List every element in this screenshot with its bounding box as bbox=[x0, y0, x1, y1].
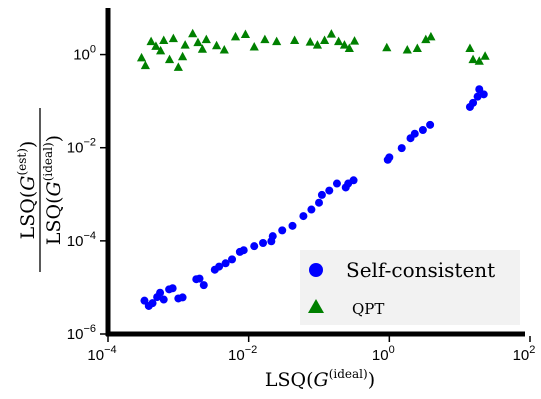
self-consistent-point bbox=[140, 296, 149, 305]
self-consistent-point bbox=[410, 129, 419, 138]
self-consistent-point bbox=[426, 120, 435, 129]
qpt-point bbox=[146, 36, 156, 46]
self-consistent-point bbox=[385, 153, 394, 162]
qpt-point bbox=[382, 42, 392, 52]
self-consistent-point bbox=[278, 226, 287, 235]
qpt-point bbox=[339, 40, 350, 49]
qpt-point bbox=[474, 56, 484, 65]
self-consistent-point bbox=[317, 190, 326, 199]
self-consistent-point bbox=[307, 205, 316, 214]
self-consistent-point bbox=[250, 242, 259, 251]
legend-marker-self-consistent bbox=[309, 263, 323, 277]
qpt-point bbox=[349, 36, 360, 45]
x-tick-label: 10−2 bbox=[228, 344, 257, 364]
self-consistent-point bbox=[332, 179, 341, 188]
qpt-point bbox=[426, 31, 436, 41]
self-consistent-point bbox=[299, 212, 308, 221]
legend-label-self-consistent: Self-consistent bbox=[346, 258, 495, 282]
self-consistent-point bbox=[239, 246, 248, 255]
qpt-point bbox=[480, 51, 490, 60]
qpt-point bbox=[164, 54, 175, 64]
qpt-point bbox=[312, 40, 323, 49]
self-consistent-point bbox=[259, 238, 268, 247]
qpt-point bbox=[151, 41, 161, 50]
self-consistent-point bbox=[215, 262, 224, 271]
data-points bbox=[136, 28, 490, 310]
qpt-point bbox=[319, 35, 330, 45]
self-consistent-point bbox=[418, 126, 427, 135]
qpt-point bbox=[180, 40, 190, 49]
self-consistent-point bbox=[178, 293, 187, 302]
qpt-point bbox=[334, 36, 344, 46]
qpt-point bbox=[193, 37, 203, 47]
qpt-point bbox=[290, 35, 300, 45]
self-consistent-point bbox=[469, 98, 478, 107]
self-consistent-point bbox=[168, 284, 177, 293]
self-consistent-point bbox=[221, 259, 230, 268]
x-axis-label: LSQ(G(ideal)) bbox=[265, 367, 375, 391]
y-tick-label: 10−6 bbox=[67, 323, 96, 343]
self-consistent-point bbox=[479, 90, 488, 99]
self-consistent-point bbox=[315, 198, 323, 207]
qpt-point bbox=[272, 36, 282, 46]
qpt-point bbox=[188, 28, 198, 38]
self-consistent-point bbox=[473, 92, 482, 101]
qpt-point bbox=[412, 43, 422, 53]
self-consistent-point bbox=[199, 281, 208, 290]
qpt-point bbox=[230, 31, 241, 41]
qpt-point bbox=[468, 54, 478, 64]
x-axis-ticks: 10−4 10−2 100 102 bbox=[87, 336, 535, 364]
qpt-point bbox=[402, 45, 412, 54]
self-consistent-point bbox=[349, 176, 358, 185]
qpt-point bbox=[178, 51, 188, 61]
qpt-point bbox=[136, 52, 147, 62]
qpt-point bbox=[197, 44, 208, 53]
legend-label-qpt: QPT bbox=[352, 300, 384, 318]
x-tick-label: 100 bbox=[372, 344, 395, 364]
svg-text:LSQ(G(est)): LSQ(G(est)) bbox=[15, 141, 39, 240]
qpt-point bbox=[240, 29, 251, 38]
self-consistent-point bbox=[228, 255, 237, 264]
y-axis-label: LSQ(G(est)) LSQ(G(ideal)) bbox=[15, 108, 65, 272]
y-tick-label: 10−4 bbox=[67, 230, 96, 250]
qpt-point bbox=[249, 42, 259, 51]
self-consistent-point bbox=[397, 144, 406, 153]
y-tick-label: 10−2 bbox=[67, 137, 96, 157]
self-consistent-point bbox=[288, 221, 297, 230]
legend-box bbox=[300, 250, 520, 325]
self-consistent-point bbox=[268, 232, 277, 241]
self-consistent-point bbox=[159, 295, 168, 304]
qpt-point bbox=[140, 60, 150, 70]
qpt-point bbox=[344, 43, 354, 53]
qpt-point bbox=[201, 34, 211, 44]
self-consistent-point bbox=[195, 274, 204, 283]
qpt-point bbox=[305, 37, 315, 46]
x-tick-label: 10−4 bbox=[87, 344, 116, 364]
qpt-point bbox=[421, 34, 431, 44]
qpt-point bbox=[219, 45, 229, 54]
qpt-point bbox=[260, 34, 270, 44]
qpt-point bbox=[156, 45, 166, 55]
qpt-point bbox=[173, 62, 183, 71]
self-consistent-point bbox=[325, 186, 334, 195]
x-tick-label: 102 bbox=[513, 344, 536, 364]
qpt-point bbox=[465, 43, 475, 53]
qpt-point bbox=[168, 33, 178, 43]
svg-text:LSQ(G(ideal)): LSQ(G(ideal)) bbox=[41, 135, 65, 245]
legend-marker-qpt bbox=[308, 299, 324, 313]
self-consistent-point bbox=[156, 288, 165, 297]
qpt-point bbox=[211, 40, 222, 50]
y-tick-label: 100 bbox=[73, 44, 96, 64]
qpt-point bbox=[159, 35, 169, 45]
self-consistent-point bbox=[148, 299, 157, 308]
qpt-point bbox=[326, 29, 336, 38]
y-axis-ticks: 100 10−2 10−4 10−6 bbox=[67, 44, 106, 343]
